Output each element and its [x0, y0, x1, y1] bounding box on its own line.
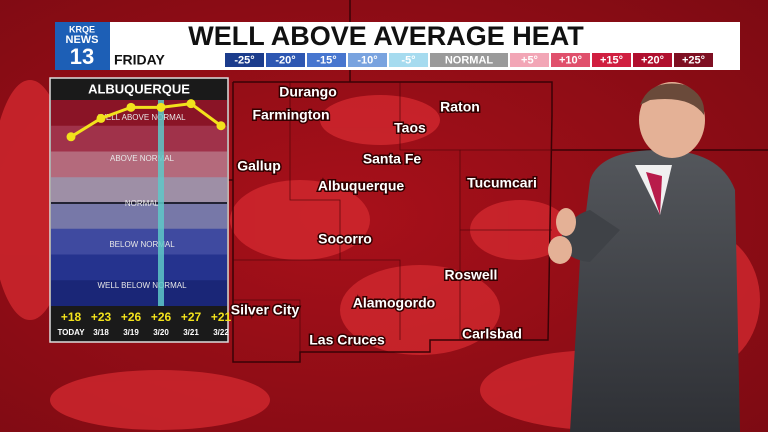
band: [51, 203, 227, 230]
legend-swatch: [348, 53, 387, 67]
band-label: WELL BELOW NORMAL: [97, 281, 187, 290]
legend-swatch: [510, 53, 549, 67]
band-label: BELOW NORMAL: [109, 240, 175, 249]
point: [156, 102, 166, 112]
city-label: Carlsbad: [462, 326, 522, 342]
city-label: Durango: [279, 84, 337, 100]
value-label: +26: [151, 310, 172, 324]
legend-label: +10°: [559, 54, 582, 66]
legend-swatch: [389, 53, 428, 67]
logo-text: KRQE: [69, 24, 95, 34]
x-tick-label: 3/22: [213, 328, 229, 337]
band-label: NORMAL: [125, 199, 160, 208]
band: [51, 228, 227, 255]
line: [70, 102, 222, 139]
city-label: Las Cruces: [309, 332, 385, 348]
logo: [55, 22, 110, 70]
header: KRQE NEWS 13 WELL ABOVE AVERAGE HEAT FRI…: [55, 21, 740, 70]
x-tick-label: 3/21: [183, 328, 199, 337]
city-label: Socorro: [318, 231, 372, 247]
value-label: +27: [181, 310, 202, 324]
title-bar: [55, 22, 740, 50]
legend-label: NORMAL: [445, 54, 494, 66]
city-label: Tucumcari: [467, 175, 537, 191]
legend-label: +15°: [600, 54, 623, 66]
city-label: Santa Fe: [363, 151, 422, 167]
logo-text: NEWS: [66, 34, 99, 46]
inset-title: ALBUQUERQUE: [88, 81, 190, 96]
legend: -25° -20° -15° -10° -5° NORMAL +5° +10° +15° +20°…: [225, 53, 713, 67]
value-label: +26: [121, 310, 142, 324]
title: WELL ABOVE AVERAGE HEAT: [188, 21, 584, 51]
legend-label: -10°: [357, 54, 377, 66]
legend-swatch: [551, 53, 590, 67]
city-label: Raton: [440, 99, 480, 115]
band: [51, 151, 227, 178]
day: FRIDAY: [114, 52, 165, 68]
county-lines: [233, 82, 552, 352]
city-label: Farmington: [253, 107, 330, 123]
point: [186, 99, 196, 109]
legend-label: +20°: [641, 54, 664, 66]
x-tick-label: 3/20: [153, 328, 169, 337]
x-tick-label: TODAY: [57, 328, 85, 337]
legend-label: -25°: [234, 54, 254, 66]
legend-label: +5°: [521, 54, 538, 66]
value-label: +23: [91, 310, 112, 324]
labels-bg: [51, 306, 227, 341]
legend-swatch: [225, 53, 264, 67]
band-label: ABOVE NORMAL: [110, 154, 175, 163]
city-label: Alamogordo: [353, 295, 435, 311]
x-tick-label: 3/19: [123, 328, 139, 337]
band-label: WELL ABOVE NORMAL: [98, 113, 186, 122]
city-labels: Durango Farmington Raton Taos Santa Fe Gallup…: [229, 82, 538, 349]
inset-chart: ALBUQUERQUE WELL ABOVE NORMAL ABOVE NORMA…: [49, 77, 232, 343]
point: [96, 113, 106, 123]
value-label: +18: [61, 310, 82, 324]
presenter: [548, 82, 740, 432]
legend-label: -20°: [275, 54, 295, 66]
x-tick-label: 3/18: [93, 328, 109, 337]
city-label: Taos: [394, 120, 426, 136]
point: [216, 121, 226, 131]
city-label: Gallup: [237, 158, 281, 174]
city-label: Silver City: [231, 302, 300, 318]
logo-channel: 13: [70, 44, 94, 69]
point: [66, 132, 76, 142]
legend-swatch: [307, 53, 346, 67]
band: [51, 125, 227, 152]
legend-swatch: [430, 53, 508, 67]
band: [51, 280, 227, 307]
band: [51, 177, 227, 204]
legend-swatch: [633, 53, 672, 67]
value-label: +21: [211, 310, 232, 324]
legend-label: -15°: [316, 54, 336, 66]
city-label: Roswell: [445, 267, 498, 283]
legend-swatch: [266, 53, 305, 67]
highlight-day: [158, 100, 164, 306]
band: [51, 254, 227, 281]
band: [51, 100, 227, 127]
legend-swatch: [592, 53, 631, 67]
legend-label: +25°: [682, 54, 705, 66]
city-label: Albuquerque: [318, 178, 405, 194]
legend-swatch: [674, 53, 713, 67]
point: [126, 102, 136, 112]
legend-label: -5°: [401, 54, 415, 66]
